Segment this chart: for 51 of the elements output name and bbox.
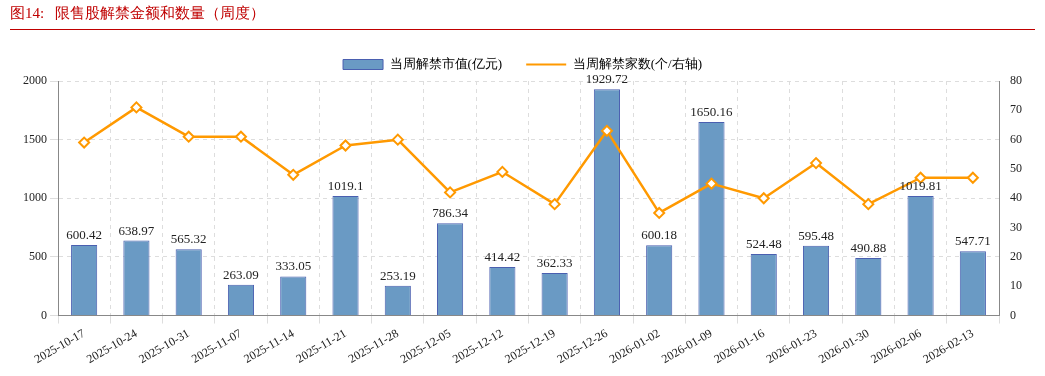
point: [653, 206, 666, 219]
data-label: 333.05: [275, 258, 312, 274]
legend-label: 当周解禁市值(亿元): [389, 55, 503, 71]
data-label: 600.18: [641, 227, 678, 243]
point: [496, 165, 509, 178]
data-label: 362.33: [536, 254, 573, 270]
data-label: 1019.1: [327, 177, 364, 193]
y-tick-label: 2000: [23, 73, 47, 88]
y-tick-label: 0: [41, 307, 47, 322]
data-label: 414.42: [484, 248, 521, 264]
data-label: 1650.16: [690, 103, 734, 119]
y-tick-label: 500: [29, 249, 47, 264]
data-label: 1929.72: [585, 71, 629, 87]
y2-tick-label: 0: [1010, 307, 1016, 322]
data-label: 600.42: [66, 227, 103, 243]
point: [705, 177, 718, 190]
point: [600, 124, 613, 137]
point: [548, 198, 561, 211]
data-label: 638.97: [118, 222, 155, 238]
point: [339, 139, 352, 152]
data-label: 547.71: [954, 233, 991, 249]
point: [966, 171, 979, 184]
point: [287, 168, 300, 181]
y2-tick-label: 60: [1010, 131, 1022, 146]
y2-tick-label: 40: [1010, 190, 1022, 205]
data-label: 263.09: [223, 266, 259, 282]
chart-title: 图14: 限售股解禁金额和数量（周度）: [10, 4, 1035, 30]
point: [78, 136, 91, 149]
point: [757, 192, 770, 205]
data-label: 524.48: [745, 235, 782, 251]
point: [182, 130, 195, 143]
y-tick-label: 1000: [23, 190, 47, 205]
point: [130, 101, 143, 114]
y2-tick-label: 70: [1010, 102, 1022, 117]
data-label: 565.32: [170, 231, 207, 247]
point: [810, 157, 823, 170]
y2-tick-label: 20: [1010, 249, 1022, 264]
point: [234, 130, 247, 143]
y2-tick-label: 10: [1010, 278, 1022, 293]
y2-tick-label: 80: [1010, 73, 1022, 88]
y-tick-label: 1500: [23, 131, 47, 146]
y2-tick-label: 30: [1010, 219, 1022, 234]
point: [444, 186, 457, 199]
legend-label: 当周解禁家数(个/右轴): [572, 55, 702, 71]
y2-tick-label: 50: [1010, 161, 1022, 176]
data-label: 253.19: [379, 267, 416, 283]
point: [862, 198, 875, 211]
data-label: 595.48: [798, 227, 834, 243]
point: [391, 133, 404, 146]
data-label: 786.34: [432, 205, 469, 221]
data-label: 490.88: [850, 239, 887, 255]
